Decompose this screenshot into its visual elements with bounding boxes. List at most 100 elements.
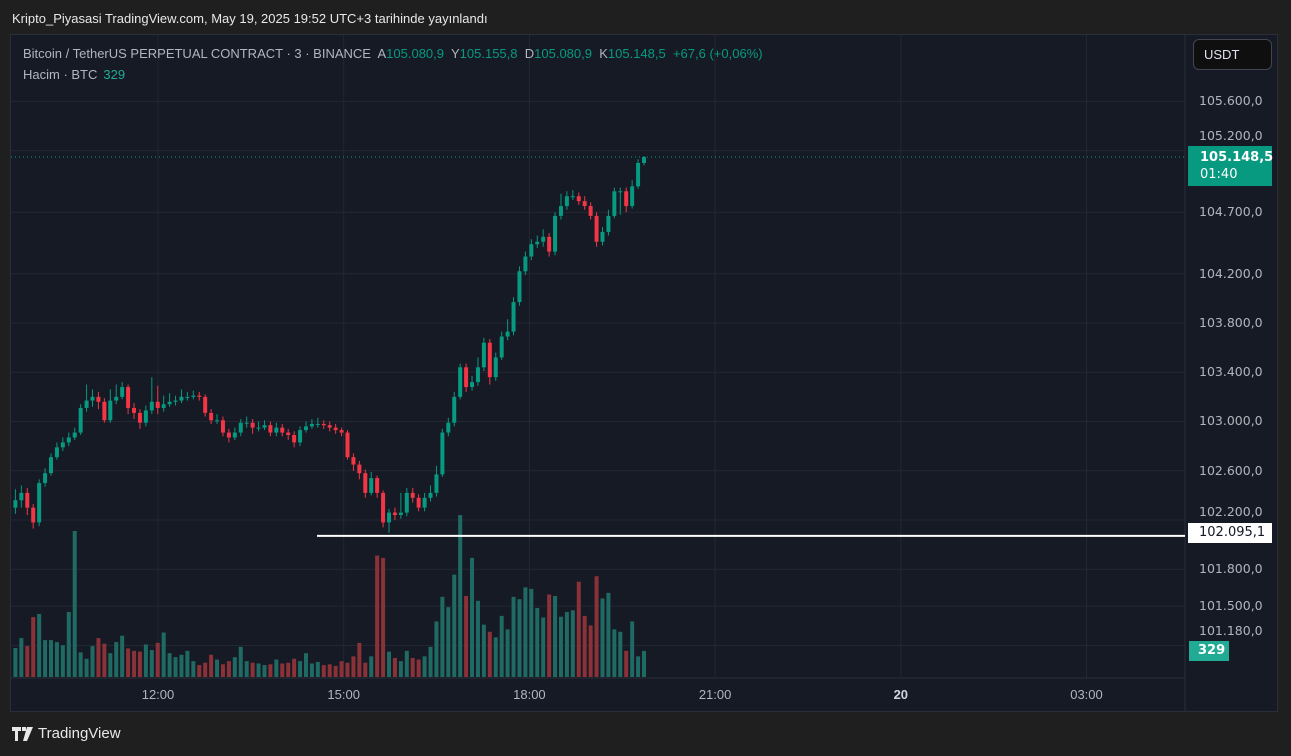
candle-body — [582, 201, 587, 207]
volume-bar — [475, 600, 480, 677]
candle-body — [149, 401, 154, 411]
volume-bar — [321, 665, 326, 677]
volume-bar — [303, 653, 308, 677]
chart-frame[interactable] — [10, 34, 1278, 712]
volume-legend: Hacim · BTC 329 — [23, 67, 125, 82]
time-tick-label: 20 — [893, 687, 909, 702]
candle-body — [19, 492, 24, 501]
candle-body — [143, 410, 148, 423]
candle-body — [624, 191, 629, 207]
volume-bar — [470, 557, 475, 677]
candle-body — [114, 396, 119, 401]
candle-body — [558, 206, 563, 216]
candle-body — [529, 244, 534, 257]
candle-body — [392, 512, 397, 516]
volume-bar — [280, 663, 285, 677]
candle-body — [375, 478, 380, 493]
volume-bar — [493, 637, 498, 677]
volume-bar — [78, 652, 83, 677]
candle-body — [220, 420, 225, 433]
volume-bar — [618, 631, 623, 677]
time-tick-label: 03:00 — [1070, 687, 1103, 702]
volume-bar — [541, 617, 546, 677]
candle-body — [363, 473, 368, 493]
candle-body — [132, 407, 137, 413]
tradingview-logo-icon — [12, 726, 33, 741]
volume-bar — [416, 659, 421, 677]
volume-bar — [13, 648, 18, 677]
volume-bar — [369, 656, 374, 677]
symbol-name[interactable]: Bitcoin / TetherUS PERPETUAL CONTRACT · … — [23, 46, 371, 61]
price-tick-label: 102.600,0 — [1199, 462, 1263, 478]
candle-body — [286, 432, 291, 436]
candle-body — [173, 400, 178, 402]
candle-body — [96, 396, 101, 402]
volume-bar — [226, 661, 231, 677]
currency-button[interactable]: USDT — [1193, 39, 1272, 70]
candle-body — [612, 191, 617, 216]
volume-bar — [120, 635, 125, 677]
volume-bar — [404, 650, 409, 677]
candle-body — [517, 271, 522, 303]
volume-bar — [422, 656, 427, 677]
volume-bar — [576, 581, 581, 677]
candle-body — [428, 492, 433, 498]
volume-bar — [286, 662, 291, 677]
price-tick-label: 103.800,0 — [1199, 315, 1263, 330]
symbol-legend: Bitcoin / TetherUS PERPETUAL CONTRACT · … — [23, 46, 763, 61]
volume-bar — [410, 657, 415, 677]
candle-body — [511, 302, 516, 332]
volume-bar — [333, 665, 338, 677]
candle-body — [155, 401, 160, 408]
volume-bar — [612, 629, 617, 677]
candle-body — [120, 387, 125, 397]
candle-body — [416, 497, 421, 508]
candle-body — [250, 422, 255, 428]
candle-body — [387, 512, 392, 523]
candle-body — [398, 512, 403, 516]
candle-body — [499, 336, 504, 358]
volume-bar — [511, 596, 516, 677]
candle-body — [262, 425, 267, 428]
volume-bar — [309, 663, 314, 677]
candle-body — [452, 396, 457, 423]
volume-bar — [19, 638, 24, 677]
candle-body — [31, 507, 36, 523]
volume-bar — [155, 642, 160, 677]
volume-bar — [25, 646, 30, 677]
candle-body — [606, 215, 611, 232]
candle-body — [523, 256, 528, 272]
candle-body — [108, 400, 113, 421]
candle-body — [369, 478, 374, 493]
horizontal-line-label: 102.095,1 — [1188, 523, 1272, 543]
volume-label[interactable]: Hacim · BTC — [23, 67, 98, 82]
volume-bar — [298, 661, 303, 677]
volume-bar — [143, 644, 148, 677]
candle-body — [137, 412, 142, 423]
volume-bar — [375, 555, 380, 677]
candle-body — [541, 236, 546, 242]
volume-bar — [31, 617, 36, 677]
volume-bar — [37, 613, 42, 677]
price-tick-label: 101.800,0 — [1199, 561, 1263, 577]
volume-bar — [102, 643, 107, 677]
volume-bar — [547, 594, 552, 677]
volume-bar — [327, 664, 332, 677]
volume-bar — [624, 650, 629, 677]
volume-bar — [262, 665, 267, 677]
volume-bar — [244, 661, 249, 677]
volume-bar — [238, 646, 243, 677]
time-tick-label: 21:00 — [698, 687, 732, 702]
volume-bar — [220, 664, 225, 677]
candle-body — [60, 442, 65, 448]
candle-body — [553, 215, 558, 252]
candle-body — [410, 492, 415, 498]
candle-body — [191, 395, 196, 397]
tradingview-logo[interactable]: TradingView — [12, 725, 121, 742]
volume-bar — [398, 661, 403, 677]
candle-body — [547, 236, 552, 252]
candle-body — [203, 396, 208, 413]
volume-bar — [339, 661, 344, 677]
volume-axis-label: 329 — [1189, 641, 1229, 661]
